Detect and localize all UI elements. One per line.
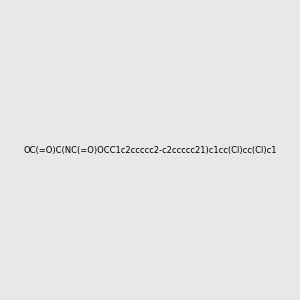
Text: OC(=O)C(NC(=O)OCC1c2ccccc2-c2ccccc21)c1cc(Cl)cc(Cl)c1: OC(=O)C(NC(=O)OCC1c2ccccc2-c2ccccc21)c1c… xyxy=(23,146,277,154)
